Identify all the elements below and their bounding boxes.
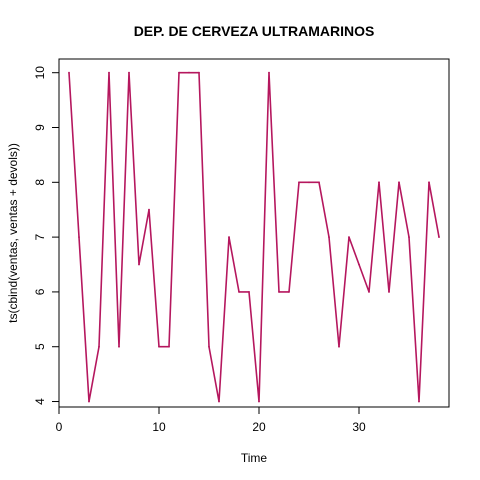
data-point: [228, 236, 230, 239]
data-points: [68, 71, 440, 403]
data-point: [68, 71, 70, 74]
y-tick-label: 5: [33, 343, 47, 350]
data-point: [278, 291, 280, 293]
data-point: [188, 71, 190, 74]
x-tick-label: 20: [252, 420, 266, 434]
y-axis-label: ts(cbind(ventas, ventas + devols)): [6, 143, 20, 323]
data-point: [118, 345, 120, 348]
data-point: [268, 71, 270, 74]
chart-title: DEP. DE CERVEZA ULTRAMARINOS: [134, 23, 375, 39]
data-point: [208, 345, 210, 348]
x-tick-label: 0: [56, 420, 63, 434]
data-point: [398, 181, 400, 184]
data-point: [198, 71, 200, 74]
data-point: [88, 400, 90, 403]
data-point: [418, 400, 420, 403]
data-point: [288, 291, 290, 293]
x-tick-label: 30: [352, 420, 366, 434]
x-axis-label: Time: [241, 451, 268, 465]
data-point: [428, 181, 430, 184]
data-point: [248, 291, 250, 293]
series-line: [68, 71, 440, 403]
y-axis: 4 5 6 7 8 9 10: [33, 66, 60, 405]
data-point: [138, 263, 140, 266]
data-point: [168, 345, 170, 348]
y-tick-label: 9: [33, 124, 47, 131]
data-point: [338, 345, 340, 348]
data-point: [368, 291, 370, 293]
y-tick-label: 7: [33, 233, 47, 240]
data-point: [298, 181, 300, 184]
data-point: [348, 236, 350, 239]
y-tick-label: 4: [33, 398, 47, 405]
data-point: [378, 181, 380, 184]
y-tick-label: 10: [33, 66, 47, 80]
data-point: [148, 208, 150, 211]
data-point: [178, 71, 180, 74]
data-point: [438, 236, 440, 239]
data-point: [358, 263, 360, 266]
data-point: [108, 71, 110, 74]
data-point: [158, 345, 160, 348]
data-point: [238, 291, 240, 293]
data-point: [318, 181, 320, 184]
data-point: [308, 181, 310, 184]
data-point: [328, 236, 330, 239]
x-tick-label: 10: [152, 420, 166, 434]
data-point: [408, 236, 410, 239]
y-tick-label: 8: [33, 179, 47, 186]
data-point: [218, 400, 220, 403]
data-point: [128, 71, 130, 74]
x-axis: 0 10 20 30: [56, 406, 366, 434]
data-point: [98, 345, 100, 348]
data-point: [258, 400, 260, 403]
data-point: [78, 236, 80, 239]
data-point: [388, 291, 390, 293]
y-tick-label: 6: [33, 288, 47, 295]
